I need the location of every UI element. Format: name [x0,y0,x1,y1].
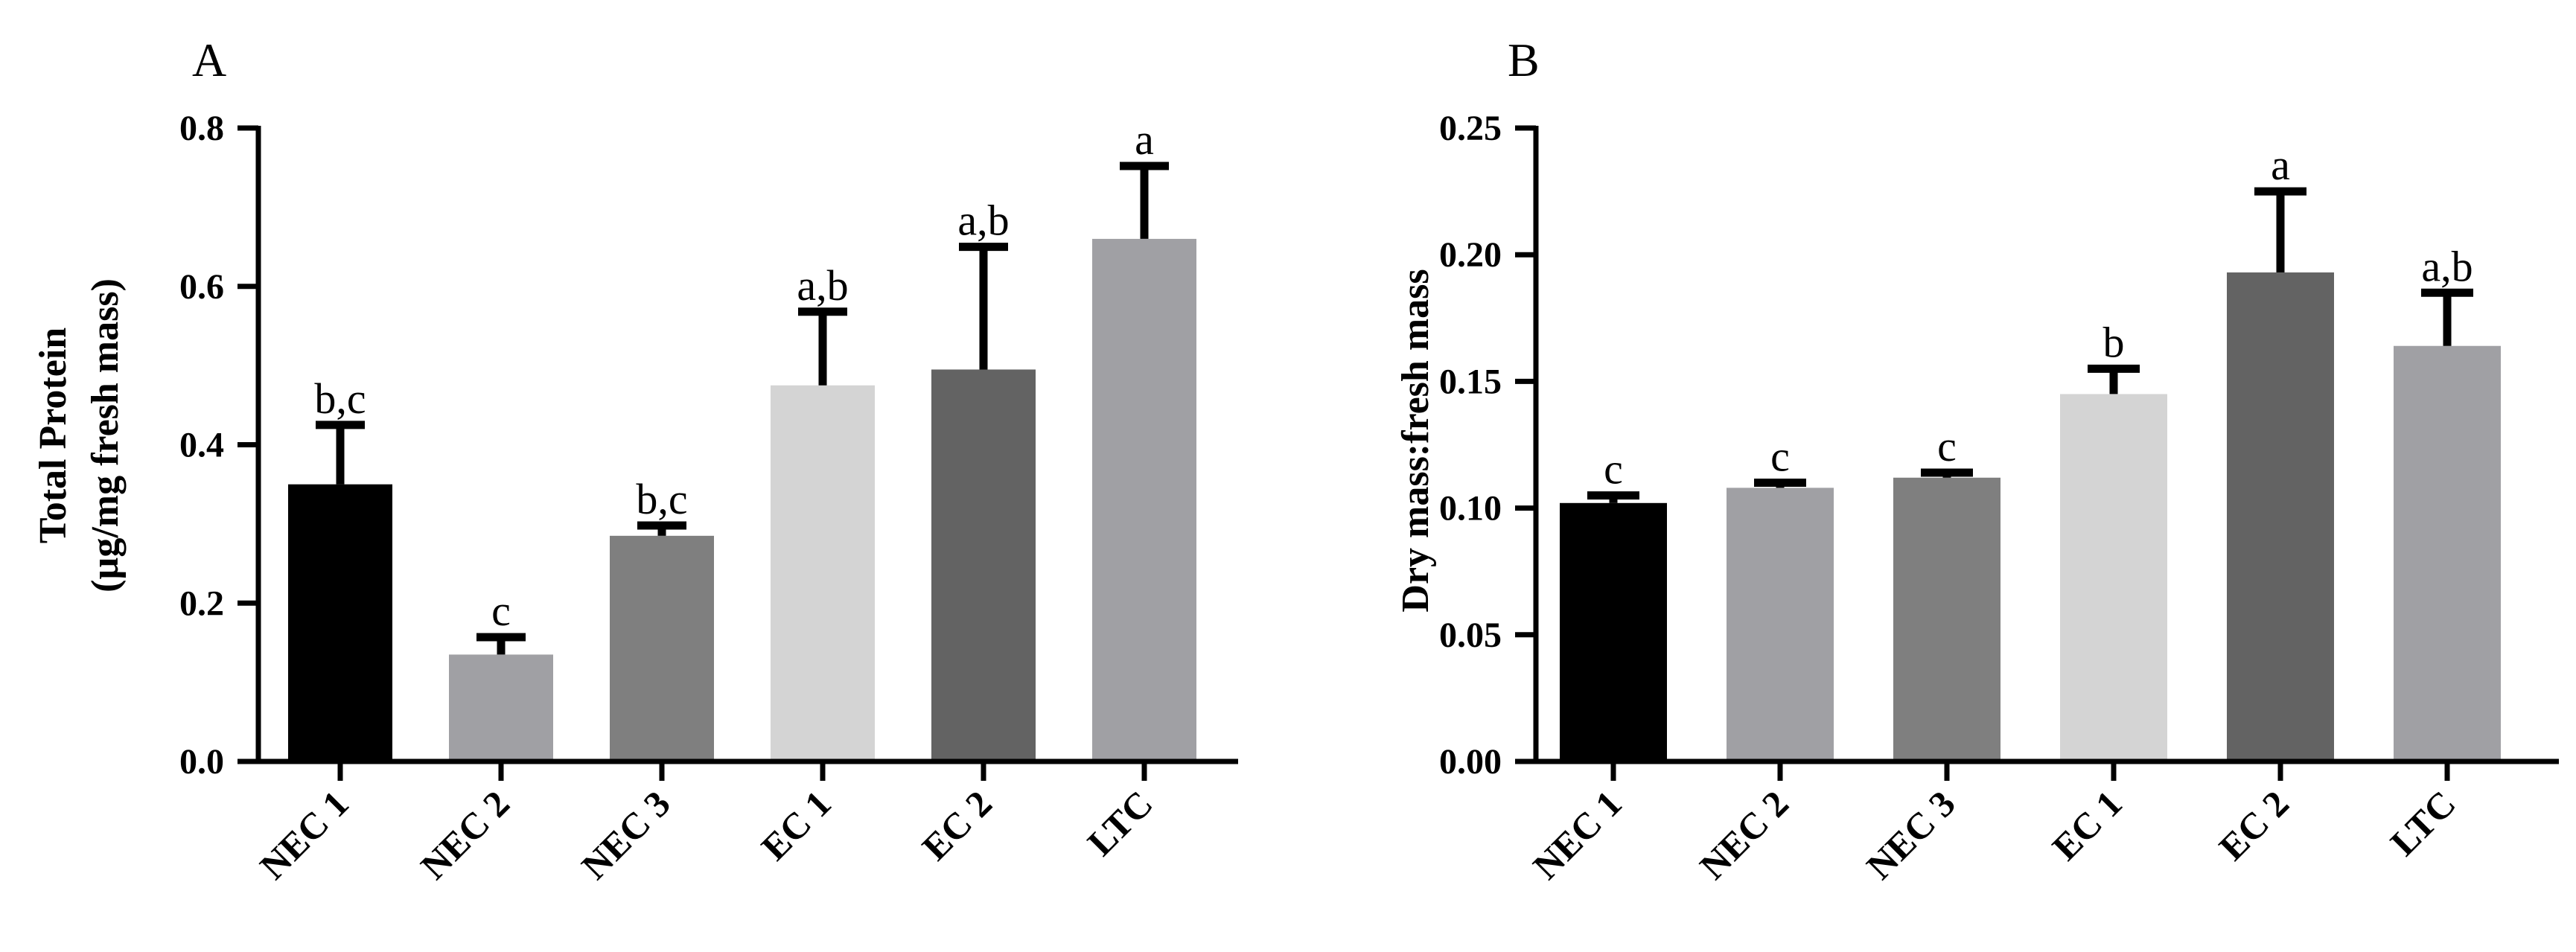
panel-b-x-tick-label: LTC [2382,782,2464,863]
panel-a-x-tick-label: LTC [1080,782,1161,863]
panel-b-significance-label: a [2271,141,2290,189]
panel-a-bar [771,385,875,761]
panel-b-bar [2060,394,2167,761]
panel-a-x-tick-label: EC 1 [753,782,839,868]
panel-a-significance-label: a [1135,115,1154,164]
panel-a-letter: A [192,33,226,86]
panel-b-significance-label: c [1937,422,1957,470]
panel-b-significance-label: a,b [2421,242,2473,290]
panel-a-y-tick-label: 0.2 [179,584,224,623]
panel-a-significance-label: b,c [314,374,366,423]
panel-a-y-axis-title-line2: (µg/mg fresh mass) [84,278,127,592]
panel-b-significance-label: c [1604,445,1623,493]
panel-a-y-tick-label: 0.4 [179,426,224,465]
panel-a-y-tick-label: 0.6 [179,267,224,307]
panel-b-bar [2227,272,2334,761]
panel-a-x-tick-label: EC 2 [914,782,1000,868]
panel-b-bar [2394,345,2501,761]
panel-b-significance-label: c [1770,432,1790,481]
panel-a-significance-label: b,c [636,475,687,523]
panel-b-x-tick-label: EC 1 [2044,782,2130,868]
panel-a-y-axis-title: Total Protein [32,328,74,543]
panel-a-bar [1092,238,1196,761]
panel-b: B Dry mass:fresh mass c NEC 1 c NEC 2 c NEC 3… [1394,33,2559,887]
panel-b-y-axis-title: Dry mass:fresh mass [1394,269,1437,612]
panel-b-y-tick-label: 0.25 [1439,109,1502,148]
panel-b-letter: B [1508,33,1540,86]
panel-b-x-tick-label: NEC 1 [1525,782,1630,887]
panel-a-bar [610,535,714,761]
panel-a: A Total Protein (µg/mg fresh mass) b,c NE… [32,33,1238,887]
panel-a-bar [449,654,553,761]
panel-b-y-tick-label: 0.10 [1439,489,1502,528]
panel-b-y-tick-label: 0.20 [1439,235,1502,275]
panel-b-bar [1893,477,2000,761]
panel-a-significance-label: a,b [797,261,848,310]
panel-a-bar [288,484,392,761]
panel-a-y-tick-label: 0.0 [179,742,224,782]
panel-b-x-tick-label: EC 2 [2211,782,2297,868]
panel-a-y-tick-label: 0.8 [179,109,224,148]
panel-b-significance-label: b [2103,318,2125,366]
panel-a-x-tick-label: NEC 2 [412,782,517,887]
panel-a-significance-label: c [491,587,511,635]
panel-b-x-tick-label: NEC 3 [1858,782,1963,887]
panel-b-y-tick-label: 0.05 [1439,616,1502,655]
panel-b-bar [1560,502,1667,761]
panel-b-x-tick-label: NEC 2 [1692,782,1796,887]
panel-a-significance-label: a,b [957,197,1009,245]
panel-a-x-tick-label: NEC 1 [252,782,357,887]
panel-b-bar [1727,488,1834,761]
panel-b-y-tick-label: 0.15 [1439,362,1502,401]
panel-b-y-tick-label: 0.00 [1439,742,1502,782]
panel-a-x-tick-label: NEC 3 [573,782,678,887]
panel-a-bar [931,369,1036,762]
